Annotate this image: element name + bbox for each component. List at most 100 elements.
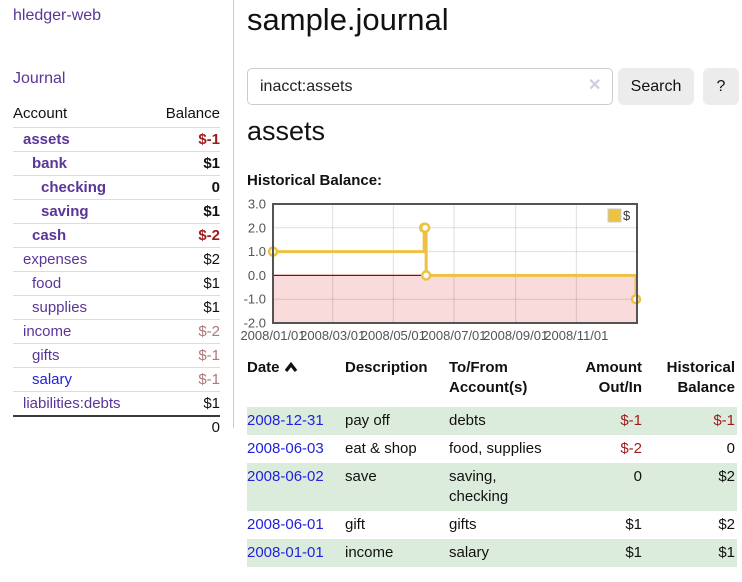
transaction-amount: $1: [625, 516, 642, 533]
transaction-accounts: salary: [449, 544, 490, 561]
account-link[interactable]: income: [23, 323, 72, 340]
register-row: 2008-06-02 save saving, checking 0 $2: [247, 463, 737, 511]
y-tick-label: 3.0: [248, 197, 266, 212]
sidebar-divider: [233, 0, 234, 428]
sort-ascending-icon: [284, 359, 298, 379]
historical-balance-chart[interactable]: 3.0 2.0 1.0 0.0 -1.0 -2.02008/01/012008/03/01…: [240, 196, 742, 351]
transaction-amount: 0: [633, 468, 642, 485]
account-row: assets $-1: [13, 127, 220, 152]
transaction-accounts: saving, checking: [449, 468, 509, 505]
x-tick-label: 2008/07/01: [421, 328, 486, 343]
transaction-date-link[interactable]: 2008-06-02: [247, 468, 324, 485]
transaction-balance: $-1: [713, 412, 735, 429]
transaction-accounts: food, supplies: [449, 440, 542, 457]
legend-swatch: [607, 208, 622, 223]
account-balance: $1: [203, 275, 220, 292]
transaction-accounts: gifts: [449, 516, 477, 533]
y-tick-label: 1.0: [248, 244, 266, 259]
account-balance: $-2: [198, 227, 220, 244]
register-header-date-label: Date: [247, 359, 280, 376]
transaction-balance: $1: [718, 544, 735, 561]
transaction-date-link[interactable]: 2008-01-01: [247, 544, 324, 561]
sidebar-item-journal[interactable]: Journal: [13, 70, 66, 87]
x-tick-label: 2008/11/01: [544, 328, 608, 343]
x-tick-label: 2008/05/01: [361, 328, 426, 343]
account-balance: $-1: [198, 371, 220, 388]
register-header-amount: Amount Out/In: [585, 359, 642, 396]
account-row: expenses $2: [13, 247, 220, 272]
y-tick-label: 0.0: [248, 268, 266, 283]
account-row: bank $1: [13, 151, 220, 176]
account-row: cash $-2: [13, 223, 220, 248]
register-row: 2008-12-31 pay off debts $-1 $-1: [247, 407, 737, 435]
account-row: income $-2: [13, 319, 220, 344]
x-tick-label: 2008/03/01: [300, 328, 365, 343]
account-link[interactable]: assets: [23, 131, 70, 148]
transaction-date-link[interactable]: 2008-12-31: [247, 412, 324, 429]
legend-label: $: [623, 208, 631, 223]
register-table: Date Description To/From Account(s) Amou…: [247, 357, 737, 567]
transaction-description: save: [345, 468, 377, 485]
accounts-header-row: Account Balance: [13, 102, 220, 128]
account-row: supplies $1: [13, 295, 220, 320]
transaction-amount: $1: [625, 544, 642, 561]
x-tick-label: 2008/09/01: [483, 328, 548, 343]
account-link[interactable]: salary: [32, 371, 73, 388]
account-link[interactable]: liabilities:debts: [23, 395, 121, 412]
accounts-total-value: 0: [150, 415, 220, 438]
transaction-description: income: [345, 544, 394, 561]
accounts-table: Account Balance assets $-1 bank $1 check…: [13, 102, 220, 438]
account-heading: assets: [247, 116, 326, 146]
account-row: saving $1: [13, 199, 220, 224]
account-balance: $-2: [198, 323, 220, 340]
account-row: liabilities:debts $1: [13, 391, 220, 417]
transaction-amount: $-2: [620, 440, 642, 457]
register-header-balance: Historical Balance: [666, 359, 735, 396]
transaction-date-link[interactable]: 2008-06-03: [247, 440, 324, 457]
register-row: 2008-06-03 eat & shop food, supplies $-2…: [247, 435, 737, 463]
search-help-button[interactable]: ?: [703, 68, 739, 105]
data-point-marker[interactable]: [420, 270, 432, 281]
transaction-description: pay off: [345, 412, 390, 429]
register-row: 2008-06-01 gift gifts $1 $2: [247, 511, 737, 539]
transaction-amount: $-1: [620, 412, 642, 429]
account-link[interactable]: checking: [41, 179, 107, 196]
account-link[interactable]: bank: [32, 155, 68, 172]
transaction-balance: $2: [718, 516, 735, 533]
account-balance: $-1: [198, 131, 220, 148]
account-balance: $1: [203, 155, 220, 172]
register-header-date[interactable]: Date: [247, 357, 345, 407]
transaction-balance: $2: [718, 468, 735, 485]
transaction-description: eat & shop: [345, 440, 417, 457]
register-header-row: Date Description To/From Account(s) Amou…: [247, 357, 737, 407]
account-row: salary $-1: [13, 367, 220, 392]
clear-search-icon[interactable]: ✕: [588, 77, 602, 94]
register-row: 2008-01-01 income salary $1 $1: [247, 539, 737, 567]
account-balance: $1: [203, 203, 220, 220]
account-row: food $1: [13, 271, 220, 296]
transaction-accounts: debts: [449, 412, 486, 429]
register-header-accounts: To/From Account(s): [449, 359, 528, 396]
page-title: sample.journal: [247, 2, 449, 37]
chart-heading: Historical Balance:: [247, 172, 383, 189]
data-point-marker[interactable]: [419, 222, 431, 234]
account-link[interactable]: expenses: [23, 251, 88, 268]
x-tick-label: 2008/01/01: [240, 328, 305, 343]
account-link[interactable]: supplies: [32, 299, 88, 316]
account-link[interactable]: gifts: [32, 347, 60, 364]
accounts-total-spacer: [13, 415, 151, 438]
transaction-date-link[interactable]: 2008-06-01: [247, 516, 324, 533]
account-link[interactable]: food: [32, 275, 62, 292]
search-button[interactable]: Search: [618, 68, 694, 105]
accounts-total-row: 0: [13, 415, 220, 438]
account-link[interactable]: cash: [32, 227, 67, 244]
account-balance: $-1: [198, 347, 220, 364]
y-tick-label: -2.0: [244, 316, 266, 331]
transaction-balance: 0: [726, 440, 735, 457]
search-input[interactable]: [247, 68, 613, 105]
plot-border: [272, 203, 638, 324]
app-brand-link[interactable]: hledger-web: [13, 7, 102, 24]
account-link[interactable]: saving: [41, 203, 89, 220]
transaction-description: gift: [345, 516, 366, 533]
